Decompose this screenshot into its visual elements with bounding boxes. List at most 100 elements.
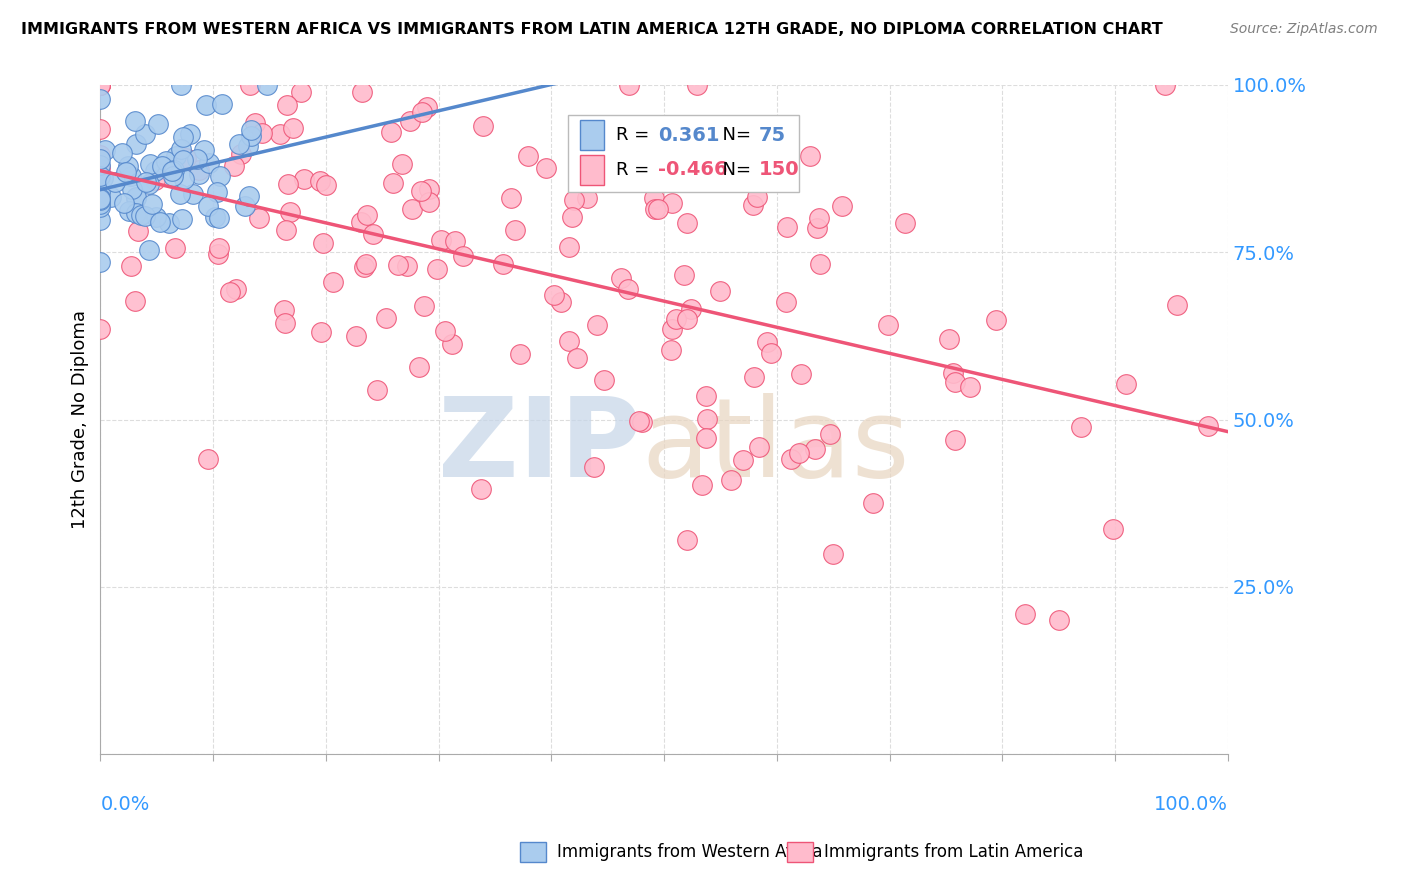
Point bbox=[408, 359, 430, 374]
Point bbox=[197, 451, 219, 466]
Point bbox=[471, 119, 494, 133]
Point bbox=[89, 161, 111, 175]
Point bbox=[818, 427, 841, 442]
Point bbox=[89, 78, 111, 92]
Point bbox=[418, 195, 440, 210]
Point bbox=[720, 473, 742, 487]
Point bbox=[145, 211, 167, 225]
Point bbox=[225, 282, 247, 296]
Point bbox=[628, 146, 651, 161]
Point bbox=[789, 367, 811, 381]
Point bbox=[675, 533, 697, 548]
Point bbox=[211, 97, 233, 112]
Point bbox=[181, 187, 204, 202]
Point bbox=[125, 191, 148, 205]
Point bbox=[89, 148, 111, 162]
Point bbox=[89, 254, 111, 268]
Point bbox=[193, 143, 215, 157]
Point bbox=[661, 196, 683, 211]
Point bbox=[125, 137, 148, 152]
Point bbox=[115, 164, 138, 178]
Point bbox=[239, 78, 262, 92]
Point bbox=[695, 389, 717, 403]
Point bbox=[696, 412, 718, 426]
Point bbox=[160, 163, 183, 178]
Point bbox=[759, 345, 782, 359]
Point bbox=[89, 92, 111, 106]
Point bbox=[576, 191, 599, 205]
Point bbox=[125, 205, 148, 219]
Point bbox=[353, 260, 375, 274]
Point bbox=[229, 146, 252, 161]
Point bbox=[89, 169, 111, 184]
Point bbox=[240, 128, 263, 143]
Point bbox=[676, 312, 699, 326]
Point bbox=[127, 224, 149, 238]
Point bbox=[731, 452, 754, 467]
Point bbox=[616, 282, 638, 296]
Point bbox=[207, 186, 229, 200]
Point bbox=[89, 78, 111, 92]
Point bbox=[247, 211, 270, 226]
Point bbox=[775, 295, 797, 310]
Point bbox=[207, 246, 229, 260]
Point bbox=[893, 216, 915, 230]
Text: N=: N= bbox=[711, 161, 758, 179]
Point bbox=[374, 311, 396, 326]
Point bbox=[709, 285, 731, 299]
Point bbox=[309, 174, 332, 188]
Point bbox=[224, 159, 246, 173]
Point bbox=[169, 78, 191, 93]
Point bbox=[219, 285, 242, 299]
Point bbox=[806, 221, 828, 235]
Point bbox=[690, 478, 713, 492]
Point bbox=[631, 415, 654, 429]
Point bbox=[89, 169, 111, 183]
Point bbox=[583, 460, 606, 475]
Point bbox=[117, 159, 139, 173]
Point bbox=[111, 145, 134, 160]
Point bbox=[269, 128, 291, 142]
Point bbox=[290, 86, 312, 100]
Point bbox=[380, 125, 402, 139]
Text: Immigrants from Western Africa: Immigrants from Western Africa bbox=[557, 843, 823, 861]
Point bbox=[1014, 607, 1036, 621]
Point bbox=[1115, 376, 1137, 391]
Point bbox=[877, 318, 900, 333]
Point bbox=[387, 258, 409, 272]
Point bbox=[610, 270, 633, 285]
Point bbox=[592, 373, 614, 387]
Point bbox=[627, 414, 650, 428]
Point bbox=[517, 149, 540, 163]
Point bbox=[143, 163, 166, 178]
Point bbox=[799, 149, 821, 163]
Point bbox=[277, 177, 299, 191]
Point bbox=[1101, 522, 1123, 536]
Point bbox=[170, 212, 193, 227]
Text: 0.0%: 0.0% bbox=[100, 795, 149, 814]
Point bbox=[676, 216, 699, 230]
Y-axis label: 12th Grade, No Diploma: 12th Grade, No Diploma bbox=[72, 310, 89, 529]
Point bbox=[121, 181, 143, 195]
Point bbox=[803, 442, 825, 457]
Point bbox=[808, 258, 831, 272]
Point bbox=[647, 202, 669, 217]
Point bbox=[233, 198, 256, 212]
Point bbox=[453, 250, 475, 264]
Text: 75: 75 bbox=[759, 126, 786, 145]
Point bbox=[344, 329, 367, 343]
Point bbox=[938, 332, 960, 346]
Point bbox=[170, 143, 193, 157]
Point bbox=[89, 322, 111, 336]
Point bbox=[187, 167, 209, 181]
Point bbox=[208, 241, 231, 255]
Point bbox=[243, 116, 266, 130]
Text: N=: N= bbox=[711, 126, 758, 145]
Point bbox=[659, 169, 682, 184]
Point bbox=[274, 316, 297, 330]
Text: Immigrants from Latin America: Immigrants from Latin America bbox=[824, 843, 1083, 861]
Point bbox=[776, 220, 799, 235]
Point bbox=[418, 182, 440, 196]
Point bbox=[143, 173, 166, 187]
Point bbox=[789, 446, 811, 460]
